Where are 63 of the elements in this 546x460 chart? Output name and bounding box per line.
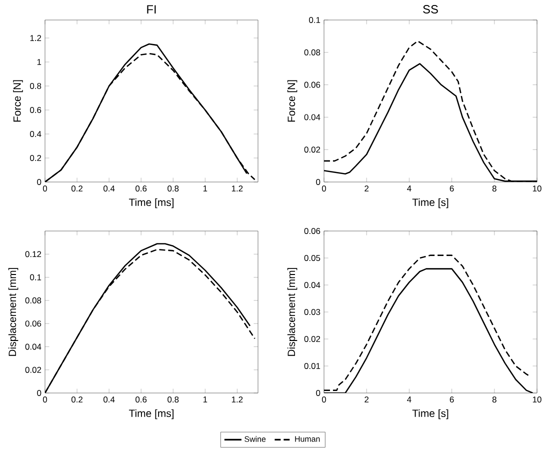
y-tick-label: 0.04 xyxy=(304,114,320,120)
x-tick-label: 1 xyxy=(203,396,208,402)
y-tick-label: 0.06 xyxy=(25,320,42,327)
y-tick-label: 0.08 xyxy=(25,297,42,304)
y-axis-title: Force [N] xyxy=(287,80,298,122)
x-tick-label: 0 xyxy=(42,396,48,403)
y-tick-label: 0.2 xyxy=(30,155,42,161)
y-axis-title: Displacement [mm] xyxy=(287,268,298,356)
y-tick-label: 0.02 xyxy=(25,366,42,373)
y-tick-label: 0 xyxy=(316,179,320,185)
x-tick-label: 8 xyxy=(492,186,496,192)
x-axis-title: Time [ms] xyxy=(128,409,174,420)
y-tick-label: 0.02 xyxy=(304,336,320,342)
y-tick-label: 0.4 xyxy=(30,131,42,137)
y-tick-label: 1 xyxy=(37,59,42,65)
x-tick-label: 0.8 xyxy=(168,186,179,192)
y-tick-label: 0.02 xyxy=(304,146,320,153)
x-tick-label: 0.6 xyxy=(136,396,147,403)
x-tick-label: 0.2 xyxy=(71,396,82,403)
y-tick-label: 0.03 xyxy=(304,309,320,315)
y-tick-label: 0 xyxy=(37,390,42,396)
y-tick-label: 0.06 xyxy=(304,82,320,88)
x-axis-title: Time [s] xyxy=(412,198,448,208)
chart-title: FI xyxy=(147,5,156,14)
x-tick-label: 6 xyxy=(450,186,454,192)
x-tick-label: 0.2 xyxy=(71,186,82,192)
x-tick-label: 0.4 xyxy=(104,396,115,403)
x-tick-label: 10 xyxy=(532,396,542,403)
x-tick-label: 8 xyxy=(492,396,496,403)
x-tick-label: 0 xyxy=(322,396,326,403)
y-axis-title: Displacement [mm] xyxy=(8,268,18,356)
chart-title: SS xyxy=(423,5,438,14)
x-tick-label: 10 xyxy=(532,186,542,192)
y-tick-label: 0.05 xyxy=(304,255,320,261)
y-axis-title: Force [N] xyxy=(13,80,23,122)
x-axis-title: Time [ms] xyxy=(128,198,174,208)
y-tick-label: 0.01 xyxy=(304,363,320,369)
x-tick-label: 4 xyxy=(407,396,412,402)
y-tick-label: 0.1 xyxy=(309,17,320,23)
x-tick-label: 0.6 xyxy=(136,186,147,192)
x-tick-label: 1.2 xyxy=(232,186,243,192)
y-tick-label: 0.6 xyxy=(30,107,42,113)
y-tick-label: 0 xyxy=(37,179,42,185)
x-tick-label: 2 xyxy=(364,186,369,192)
y-tick-label: 0.04 xyxy=(304,282,320,288)
y-tick-label: 0 xyxy=(316,390,320,396)
y-tick-label: 0.1 xyxy=(30,274,42,280)
x-tick-label: 0 xyxy=(42,186,48,192)
x-tick-label: 0.8 xyxy=(168,396,179,403)
y-tick-label: 0.8 xyxy=(30,83,42,89)
x-tick-label: 1 xyxy=(203,186,208,192)
y-tick-label: 0.06 xyxy=(304,228,320,234)
x-axis-title: Time [s] xyxy=(412,409,448,420)
y-tick-label: 1.2 xyxy=(30,35,42,41)
x-tick-label: 1.2 xyxy=(232,396,243,402)
x-tick-label: 6 xyxy=(450,396,454,403)
y-tick-label: 0.08 xyxy=(304,49,320,56)
x-tick-label: 4 xyxy=(407,186,412,192)
y-tick-label: 0.04 xyxy=(25,344,42,350)
x-tick-label: 0 xyxy=(322,186,326,192)
y-tick-label: 0.12 xyxy=(25,251,42,258)
x-tick-label: 0.4 xyxy=(104,186,115,192)
x-tick-label: 2 xyxy=(364,396,369,402)
